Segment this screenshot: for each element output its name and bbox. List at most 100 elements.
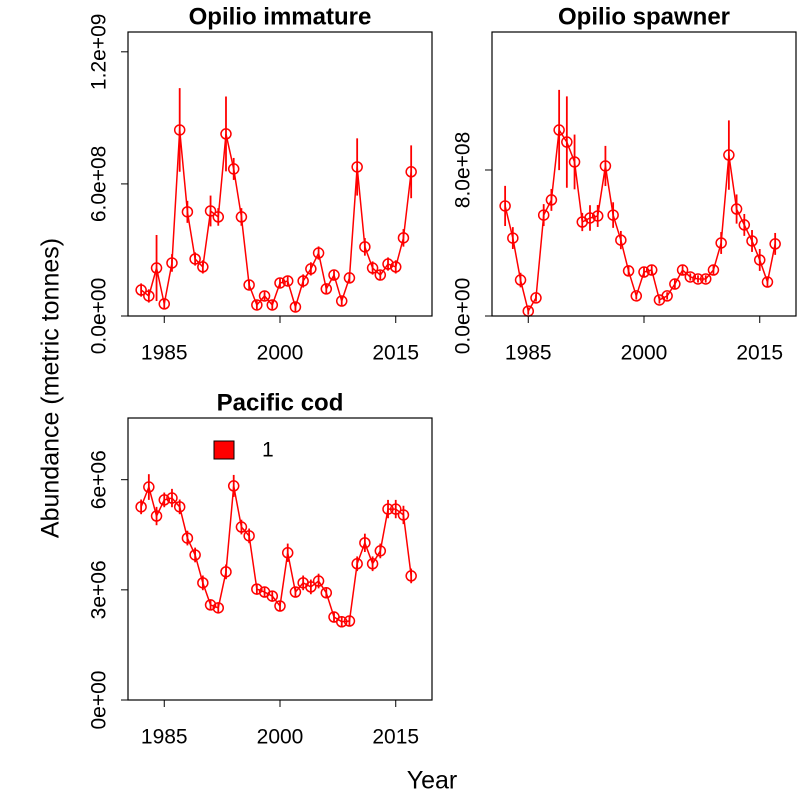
y-tick-label: 3e+06 (88, 560, 111, 619)
data-point (212, 211, 225, 223)
y-tick-label: 6e+06 (88, 450, 111, 509)
data-point (630, 290, 643, 302)
data-point (699, 273, 712, 285)
data-point (320, 283, 333, 295)
data-point (158, 494, 171, 506)
data-point (591, 210, 604, 222)
data-point (181, 206, 194, 218)
data-point (522, 305, 535, 317)
data-point (397, 232, 410, 244)
x-tick-label: 1985 (505, 342, 552, 365)
series-line (140, 129, 412, 310)
data-point (351, 161, 363, 173)
data-point (212, 602, 225, 614)
data-point (374, 545, 387, 557)
data-point (405, 166, 417, 178)
data-point (289, 586, 302, 598)
x-tick-label: 2000 (621, 342, 668, 365)
data-point (227, 480, 240, 492)
data-point (266, 590, 279, 602)
data-point (335, 295, 348, 307)
y-tick-label: 0.0e+00 (452, 278, 475, 355)
data-point (738, 219, 751, 231)
data-point (258, 290, 271, 302)
data-point (723, 149, 735, 161)
data-point (615, 234, 627, 246)
data-point (553, 124, 565, 136)
data-point (204, 599, 217, 611)
panel-title: Opilio spawner (558, 3, 730, 30)
data-point (359, 537, 371, 549)
data-point (135, 501, 147, 513)
data-point (343, 272, 356, 284)
data-point (305, 263, 317, 275)
data-point (374, 269, 387, 281)
data-point (251, 583, 263, 595)
data-point (622, 265, 635, 277)
x-tick-label: 1985 (141, 342, 188, 365)
data-point (135, 284, 147, 296)
panel-title: Opilio immature (189, 3, 372, 30)
panel-title: Pacific cod (217, 389, 344, 416)
data-point (227, 163, 240, 175)
data-point (638, 266, 650, 278)
legend-label: 1 (262, 439, 274, 462)
data-point (753, 254, 766, 266)
data-point (366, 558, 379, 570)
data-point (359, 241, 371, 253)
data-point (507, 232, 519, 244)
data-point (669, 278, 681, 290)
data-point (235, 211, 248, 223)
data-point (266, 299, 279, 311)
y-tick-label: 1.2e+09 (88, 14, 111, 91)
data-point (499, 200, 511, 212)
data-point (197, 577, 209, 589)
data-point (235, 521, 248, 533)
data-point (514, 274, 527, 286)
data-point (692, 273, 704, 285)
data-point (707, 264, 720, 276)
data-point (181, 532, 194, 544)
plot-frame (491, 31, 797, 317)
data-point (769, 238, 781, 250)
data-point (607, 209, 619, 221)
data-point (661, 290, 673, 302)
data-point (166, 492, 178, 504)
data-point (297, 275, 309, 287)
legend-swatch (213, 440, 235, 460)
x-tick-label: 2015 (372, 342, 419, 365)
plot-frame (127, 417, 433, 701)
data-point (220, 128, 232, 140)
data-point (761, 276, 774, 288)
data-point (561, 136, 573, 148)
data-point (335, 616, 348, 628)
data-point (173, 124, 186, 136)
data-point (405, 570, 417, 582)
data-point (281, 547, 294, 559)
data-point (189, 253, 201, 265)
data-point (320, 587, 333, 599)
data-point (599, 160, 612, 172)
y-tick-label: 6.0e+08 (88, 146, 111, 223)
data-point (150, 262, 163, 274)
data-point (351, 558, 363, 570)
data-point (251, 299, 263, 311)
data-point (166, 257, 178, 269)
data-point (568, 156, 581, 168)
data-point (173, 501, 186, 513)
y-tick-label: 8.0e+08 (452, 132, 475, 209)
x-tick-label: 2015 (372, 726, 419, 749)
data-point (312, 575, 325, 587)
y-tick-label: 0e+00 (88, 671, 111, 730)
data-point (281, 275, 294, 287)
x-tick-label: 2015 (736, 342, 783, 365)
data-point (143, 290, 155, 302)
data-point (312, 247, 325, 259)
data-point (289, 301, 302, 313)
data-point (676, 264, 689, 276)
data-point (382, 503, 394, 515)
data-point (204, 205, 217, 217)
data-point (150, 510, 163, 522)
